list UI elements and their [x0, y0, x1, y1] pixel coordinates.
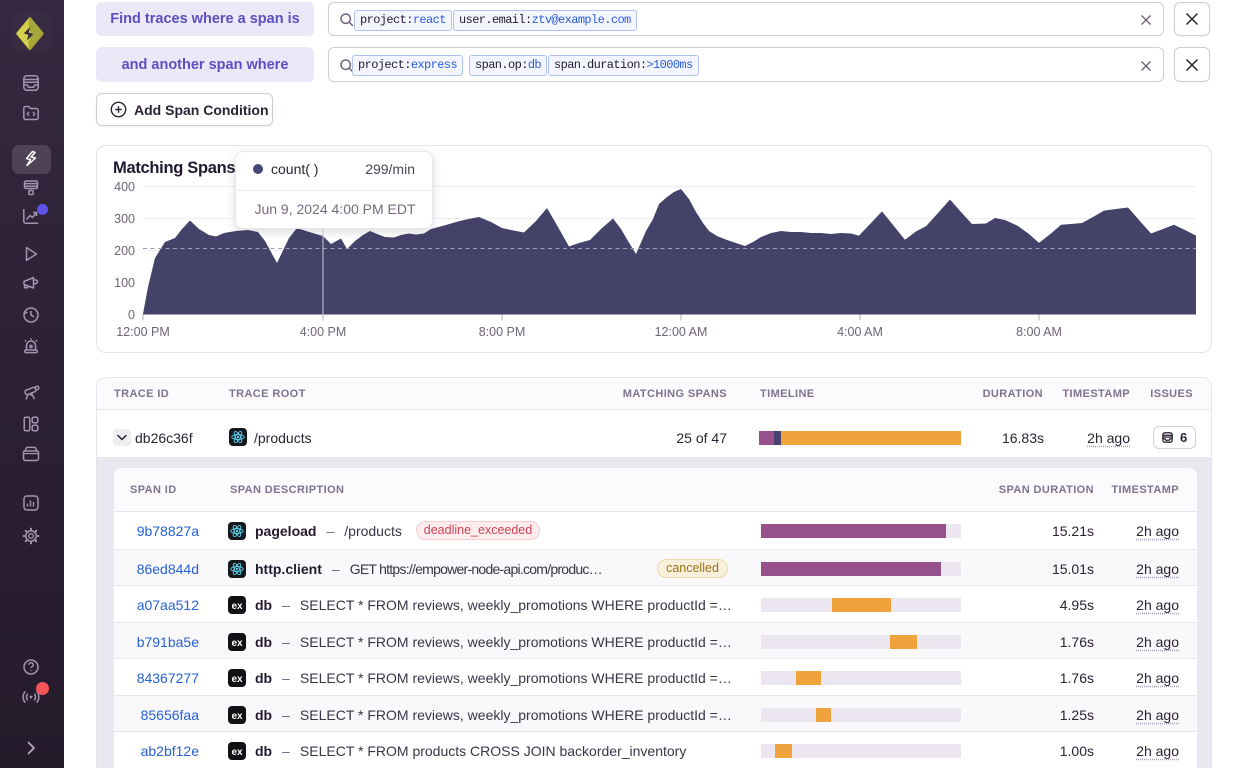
- svg-text:200: 200: [114, 244, 135, 258]
- svg-text:ex: ex: [231, 674, 243, 685]
- svg-text:8:00 AM: 8:00 AM: [1016, 325, 1062, 339]
- svg-text:4:00 AM: 4:00 AM: [837, 325, 883, 339]
- svg-text:300: 300: [114, 212, 135, 226]
- svg-text:400: 400: [114, 180, 135, 194]
- svg-text:ex: ex: [231, 601, 243, 612]
- svg-text:4:00 PM: 4:00 PM: [300, 325, 347, 339]
- svg-text:100: 100: [114, 276, 135, 290]
- svg-text:8:00 PM: 8:00 PM: [479, 325, 526, 339]
- svg-text:0: 0: [128, 308, 135, 322]
- svg-text:ex: ex: [231, 637, 243, 648]
- svg-text:ex: ex: [231, 710, 243, 721]
- svg-text:12:00 AM: 12:00 AM: [655, 325, 708, 339]
- svg-text:ex: ex: [231, 747, 243, 758]
- svg-text:12:00 PM: 12:00 PM: [116, 325, 170, 339]
